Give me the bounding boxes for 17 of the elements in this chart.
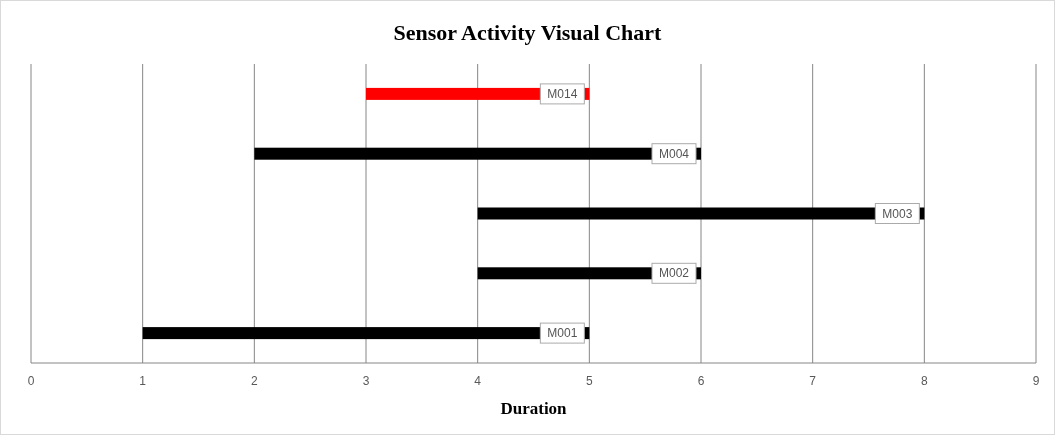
y-tick-label: M002 <box>658 266 690 281</box>
x-tick-label: 3 <box>362 374 370 388</box>
x-tick-label: 4 <box>474 374 482 388</box>
x-tick-label: 1 <box>139 374 147 388</box>
chart-title: Sensor Activity Visual Chart <box>393 20 663 45</box>
x-axis-title: Duration <box>500 399 568 418</box>
y-tick-label: M001 <box>547 326 578 341</box>
x-tick-label: 7 <box>809 374 817 388</box>
y-tick-label: M003 <box>882 206 913 221</box>
y-tick-label: M004 <box>658 146 690 161</box>
x-tick-label: 6 <box>697 374 705 388</box>
x-tick-label: 0 <box>27 374 35 388</box>
x-tick-label: 8 <box>920 374 928 388</box>
x-tick-label: 2 <box>250 374 258 388</box>
y-tick-label: M014 <box>547 86 578 101</box>
x-tick-label: 5 <box>585 374 593 388</box>
x-tick-label: 9 <box>1032 374 1040 388</box>
